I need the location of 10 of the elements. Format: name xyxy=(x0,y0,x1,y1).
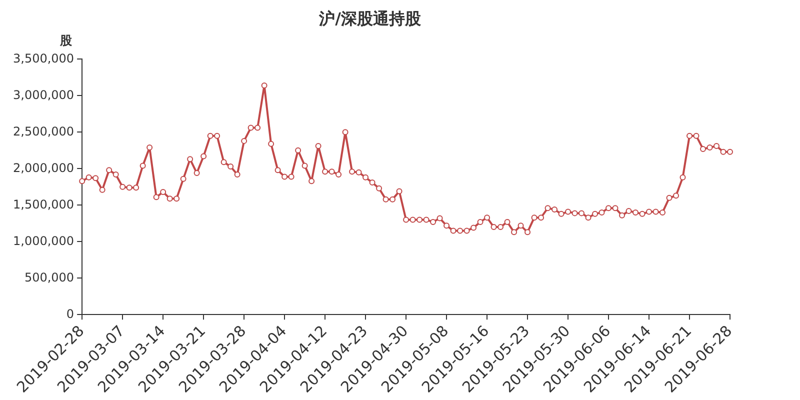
y-tick-label: 500,000 xyxy=(24,270,74,284)
y-tick-label: 2,500,000 xyxy=(12,124,74,138)
y-axis-title: 股 xyxy=(59,33,74,48)
y-tick-label: 0 xyxy=(66,306,74,321)
y-tick-label: 3,000,000 xyxy=(12,88,74,102)
y-tick-label: 1,000,000 xyxy=(12,234,74,248)
chart-title: 沪/深股通持股 xyxy=(318,8,422,28)
y-tick-label: 3,500,000 xyxy=(12,51,74,66)
y-tick-label: 2,000,000 xyxy=(12,160,74,175)
y-tick-label: 1,500,000 xyxy=(12,197,74,212)
